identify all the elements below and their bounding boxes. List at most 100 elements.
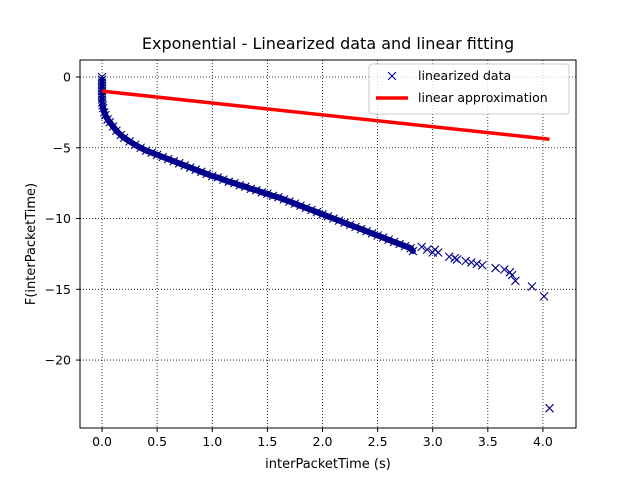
data-point <box>384 235 394 245</box>
data-point <box>417 242 427 252</box>
data-point <box>136 143 146 153</box>
data-point <box>125 136 134 146</box>
data-point-stroke <box>329 214 338 223</box>
data-point <box>408 246 418 256</box>
data-point <box>180 161 190 170</box>
data-point-stroke <box>180 161 190 170</box>
linear-approximation-line <box>101 89 550 142</box>
x-tick-label: 3.0 <box>423 434 443 449</box>
chart-title: Exponential - Linearized data and linear… <box>142 34 514 53</box>
data-point-stroke <box>433 248 443 257</box>
data-point <box>152 150 162 160</box>
legend-label-linear-approximation: linear approximation <box>418 90 548 105</box>
data-point <box>491 263 500 273</box>
data-point <box>307 205 316 215</box>
data-point <box>312 207 322 217</box>
data-point-stroke <box>141 146 151 155</box>
data-point <box>450 253 460 263</box>
data-point-stroke <box>422 245 432 255</box>
data-point <box>527 282 537 291</box>
data-point-stroke <box>472 259 482 269</box>
data-point <box>362 226 371 236</box>
x-tick-label: 1.0 <box>202 434 222 449</box>
data-point-stroke <box>185 163 195 172</box>
x-tick-label: 0.0 <box>92 434 112 449</box>
data-point <box>224 177 234 187</box>
data-point <box>185 163 195 172</box>
data-point-stroke <box>539 291 549 301</box>
data-point-stroke <box>99 107 109 117</box>
x-tick-label: 3.5 <box>478 434 498 449</box>
data-point <box>422 245 432 255</box>
data-point-stroke <box>262 189 272 199</box>
data-point <box>400 241 410 251</box>
data-point <box>389 237 399 247</box>
data-point <box>213 173 223 182</box>
data-point-stroke <box>136 143 146 153</box>
data-point-stroke <box>279 195 289 204</box>
data-point-stroke <box>224 177 234 187</box>
data-point <box>251 185 261 195</box>
data-point <box>444 252 454 262</box>
data-point <box>329 214 338 223</box>
data-point <box>202 169 212 179</box>
data-point-stroke <box>196 167 206 177</box>
data-point-stroke <box>257 187 267 197</box>
data-point <box>246 184 256 194</box>
data-point <box>257 187 267 197</box>
data-point-stroke <box>108 122 118 131</box>
data-point <box>296 201 305 211</box>
data-point <box>191 165 201 175</box>
data-point <box>99 107 109 117</box>
data-point <box>290 199 300 209</box>
data-point <box>301 203 311 213</box>
data-point-stroke <box>125 136 134 146</box>
data-point <box>334 216 344 226</box>
data-point <box>98 100 107 110</box>
y-axis-label: F(interPacketTime) <box>24 183 39 305</box>
data-point <box>433 248 443 257</box>
legend: linearized data linear approximation <box>368 63 570 115</box>
data-point <box>373 231 382 240</box>
data-point-stroke <box>307 205 316 215</box>
plot-frame <box>79 59 577 429</box>
legend-marker-stroke <box>387 71 397 81</box>
data-point-stroke <box>323 212 333 221</box>
data-point <box>340 218 349 228</box>
data-point-stroke <box>367 228 377 238</box>
data-point-stroke <box>510 276 520 286</box>
data-point-stroke <box>100 110 110 120</box>
data-point-stroke <box>158 152 168 162</box>
data-point-stroke <box>527 282 537 291</box>
y-tick-label: −5 <box>53 140 71 155</box>
data-point-stroke <box>274 192 283 202</box>
data-point-stroke <box>312 207 322 217</box>
data-point-stroke <box>408 246 418 256</box>
data-point-stroke <box>356 224 366 234</box>
data-point-stroke <box>98 103 108 113</box>
data-point-stroke <box>477 260 487 270</box>
data-point <box>207 171 217 181</box>
data-point-stroke <box>340 218 349 228</box>
data-point <box>262 189 272 199</box>
data-point-stroke <box>290 199 300 209</box>
data-point <box>378 233 388 243</box>
data-point-stroke <box>213 173 223 182</box>
y-tick-label: −10 <box>45 211 71 226</box>
data-point <box>108 122 118 131</box>
x-axis-label: interPacketTime (s) <box>265 457 391 472</box>
axes <box>79 59 577 429</box>
data-point-stroke <box>229 178 239 188</box>
data-point <box>240 182 250 192</box>
data-point <box>274 192 283 202</box>
data-point-stroke <box>98 100 107 110</box>
data-point-stroke <box>152 150 162 160</box>
data-point-stroke <box>163 154 173 164</box>
data-point <box>130 140 140 150</box>
data-point <box>285 197 294 206</box>
data-point-stroke <box>240 182 250 192</box>
data-point-stroke <box>246 184 256 194</box>
data-point <box>318 209 327 219</box>
data-point <box>345 220 355 230</box>
